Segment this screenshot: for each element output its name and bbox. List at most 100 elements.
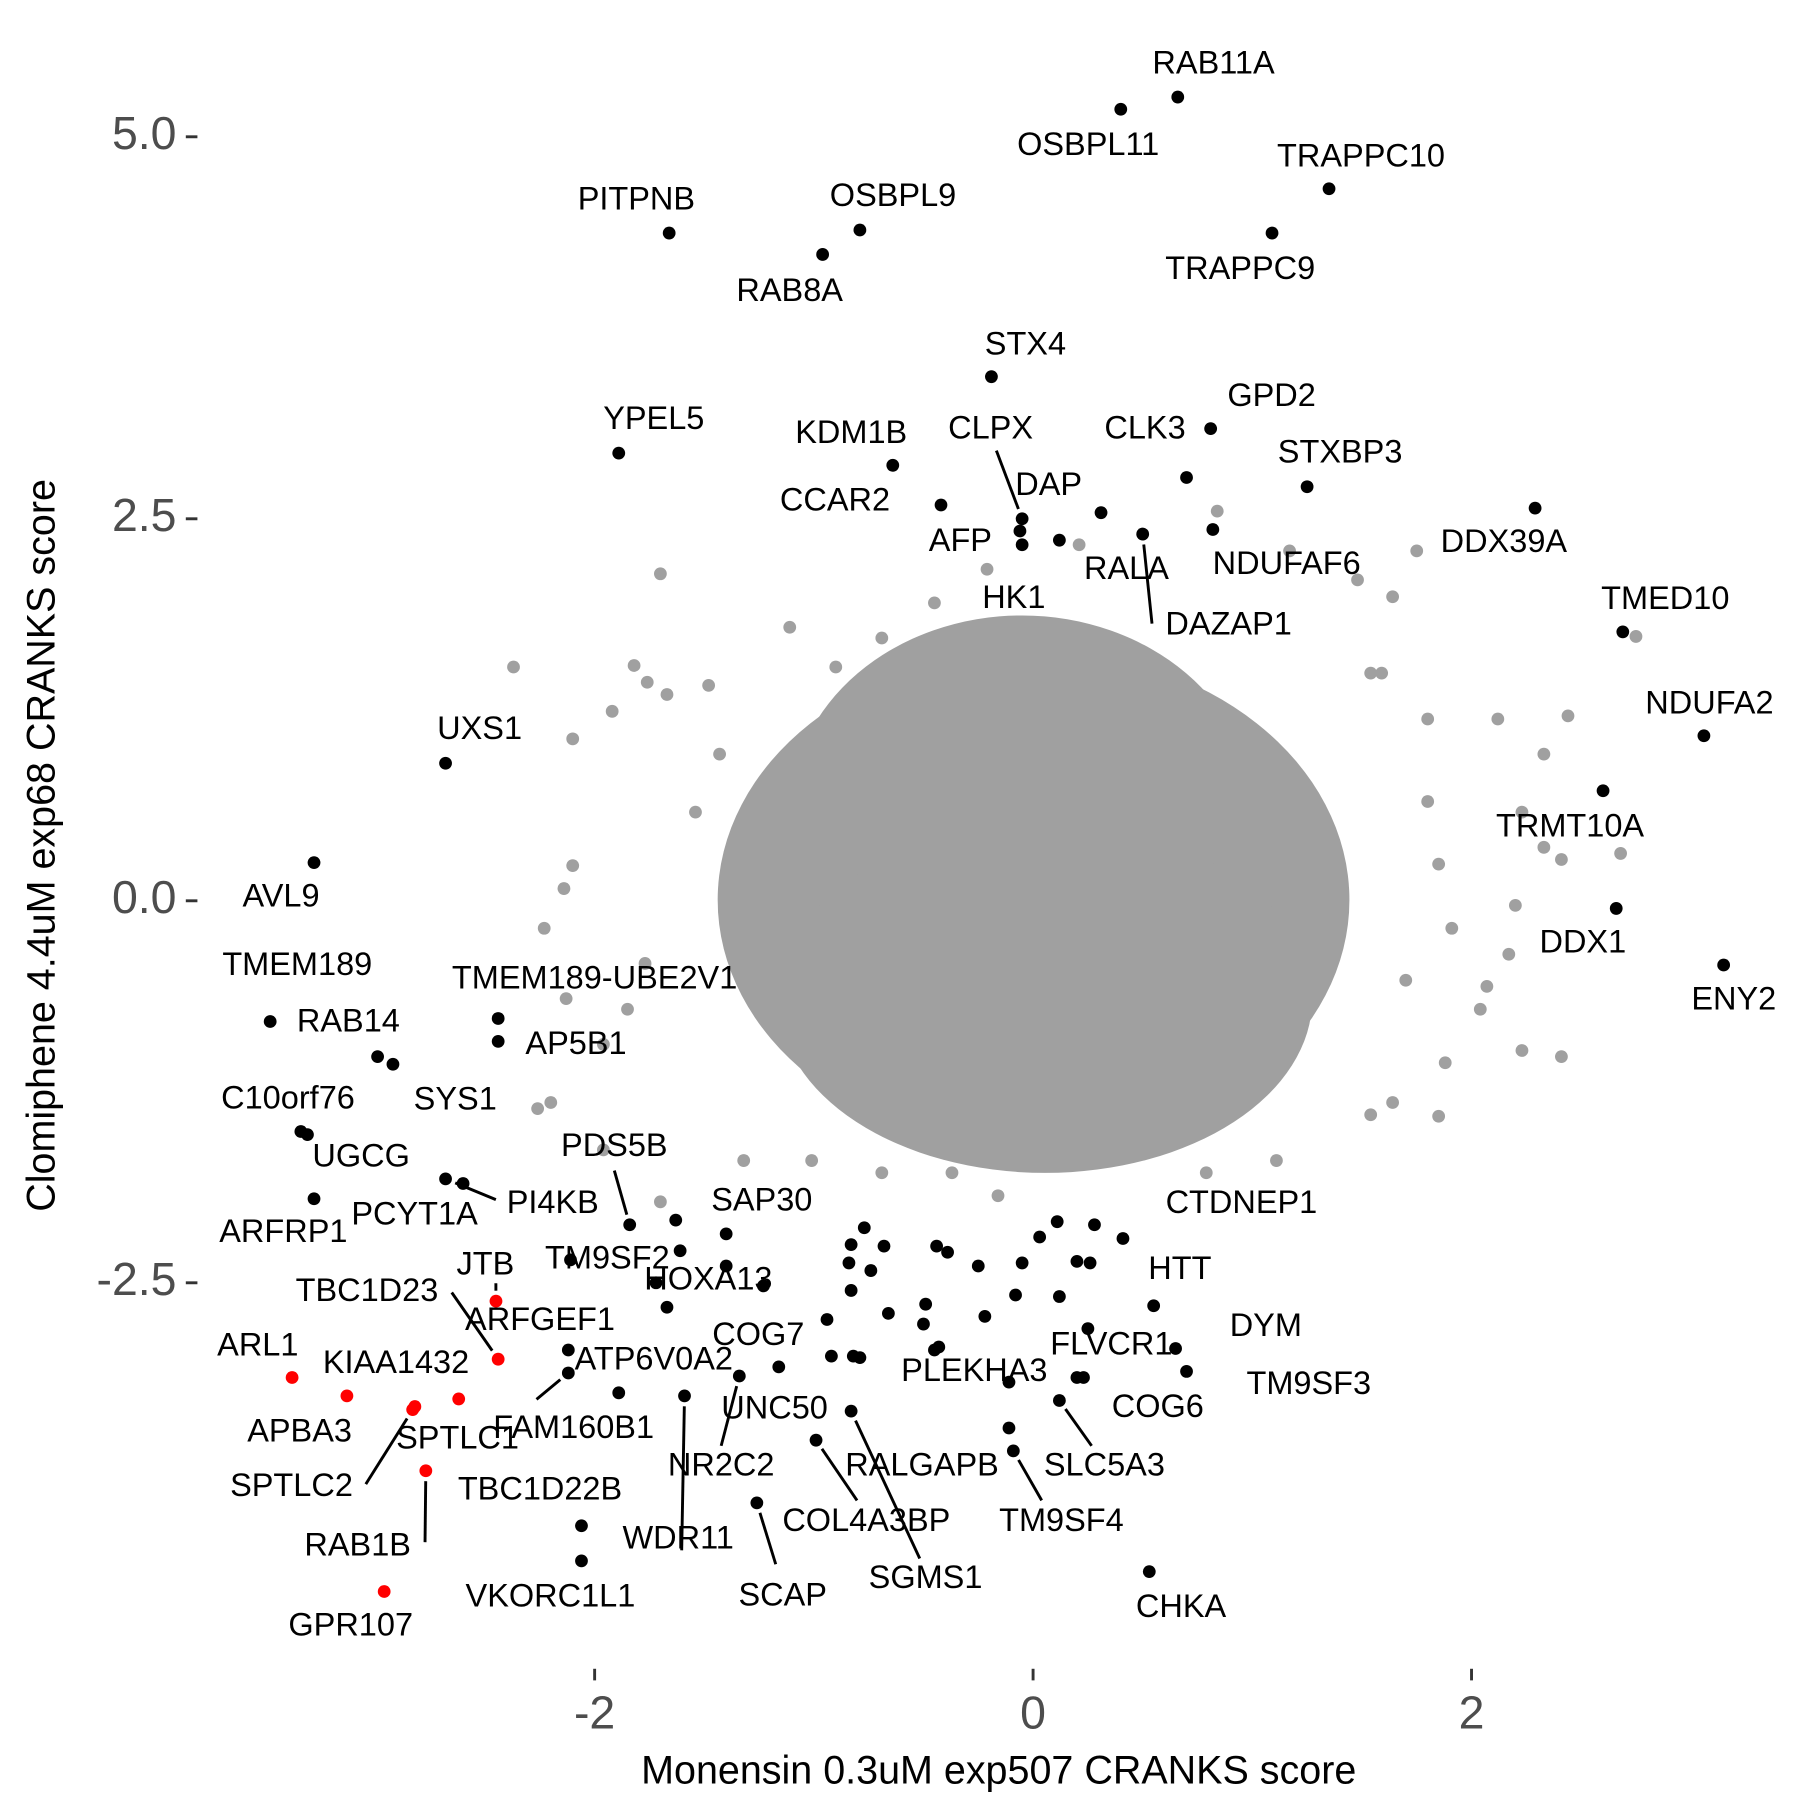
point-label: SGMS1 xyxy=(869,1559,983,1595)
point xyxy=(531,1102,545,1115)
point xyxy=(971,1259,985,1273)
point xyxy=(1171,90,1185,104)
point xyxy=(489,1294,503,1308)
point xyxy=(919,1297,933,1311)
y-tick-label: 0.0 xyxy=(112,871,177,923)
point xyxy=(719,1259,733,1273)
point xyxy=(1147,1299,1161,1313)
point xyxy=(623,1218,637,1232)
point xyxy=(1142,1565,1156,1578)
point xyxy=(1053,1290,1066,1303)
point xyxy=(491,1352,505,1366)
point xyxy=(1697,729,1711,743)
point xyxy=(772,1360,786,1374)
point xyxy=(1410,544,1424,558)
point xyxy=(941,1245,954,1259)
point xyxy=(439,1172,452,1186)
point xyxy=(1009,1288,1022,1302)
point xyxy=(566,732,580,746)
point xyxy=(1537,747,1551,761)
point xyxy=(934,498,948,512)
point xyxy=(654,1195,667,1209)
point-label: SYS1 xyxy=(414,1080,497,1116)
point xyxy=(673,1244,687,1258)
point xyxy=(537,921,551,935)
point xyxy=(564,1253,577,1267)
point xyxy=(829,660,843,674)
point xyxy=(1508,898,1522,912)
leader-line xyxy=(820,1448,859,1502)
x-axis-title: Monensin 0.3uM exp507 CRANKS score xyxy=(641,1749,1356,1793)
point xyxy=(1386,1096,1399,1109)
point xyxy=(917,1317,930,1331)
point xyxy=(1210,504,1224,518)
point xyxy=(1480,979,1494,993)
point xyxy=(491,1012,505,1025)
point xyxy=(1528,501,1542,515)
point xyxy=(928,596,941,610)
leader-line xyxy=(1142,544,1154,624)
leader-line xyxy=(364,1417,409,1485)
y-tick-label: -2.5 xyxy=(96,1253,176,1305)
point-label: ARFGEF1 xyxy=(465,1301,615,1337)
y-tick-label: 5.0 xyxy=(112,107,177,159)
point-label: UGCG xyxy=(312,1137,410,1173)
point xyxy=(1614,847,1627,860)
point xyxy=(1050,1215,1064,1229)
point-label: KIAA1432 xyxy=(323,1344,469,1380)
point-label: AFP xyxy=(929,522,992,558)
point xyxy=(307,1192,321,1206)
point xyxy=(816,248,830,261)
point-label: TRMT10A xyxy=(1496,808,1644,844)
point-label: APBA3 xyxy=(247,1413,352,1449)
point xyxy=(1322,182,1336,196)
point xyxy=(1072,538,1086,552)
point xyxy=(669,1213,683,1227)
leader-line xyxy=(612,1170,629,1216)
point-label: TMEM189 xyxy=(222,946,372,982)
point xyxy=(844,1404,858,1418)
point xyxy=(820,1313,834,1326)
point-label: C10orf76 xyxy=(221,1079,355,1115)
point-label: RALGAPB xyxy=(845,1446,999,1482)
point xyxy=(1399,973,1413,987)
point-label: TM9SF4 xyxy=(999,1502,1124,1538)
point xyxy=(737,1154,751,1167)
point xyxy=(561,1343,575,1357)
point xyxy=(307,856,321,869)
point xyxy=(1717,958,1731,972)
point xyxy=(1445,921,1459,935)
point xyxy=(978,1310,992,1323)
point-label: RAB8A xyxy=(736,272,843,308)
point xyxy=(1555,1050,1568,1064)
point xyxy=(877,1239,891,1253)
point xyxy=(864,1264,878,1277)
point-label: NDUFA2 xyxy=(1645,684,1773,720)
point xyxy=(419,1464,433,1478)
point xyxy=(1006,1444,1020,1458)
point xyxy=(1015,538,1029,552)
point xyxy=(612,446,626,460)
point-label: UNC50 xyxy=(721,1389,828,1425)
point xyxy=(1199,1166,1213,1180)
point xyxy=(1515,1044,1529,1057)
point-label: YPEL5 xyxy=(603,400,704,436)
point-label: CHKA xyxy=(1136,1588,1227,1624)
point-label: COL4A3BP xyxy=(782,1502,950,1538)
point-label: NDUFAF6 xyxy=(1213,545,1361,581)
point-label: SPTLC2 xyxy=(230,1467,353,1503)
point xyxy=(1364,666,1378,680)
point-label: TRAPPC9 xyxy=(1165,250,1315,286)
leader-line xyxy=(535,1378,562,1401)
point xyxy=(621,1002,634,1016)
x-tick-label: -2 xyxy=(574,1687,615,1739)
point-label: SCAP xyxy=(738,1576,827,1612)
point xyxy=(853,223,867,237)
point xyxy=(1502,947,1516,961)
point xyxy=(1136,527,1150,541)
point-label: JTB xyxy=(457,1245,515,1281)
point xyxy=(1180,471,1193,484)
leader-line xyxy=(1064,1408,1093,1447)
point xyxy=(1596,784,1610,798)
